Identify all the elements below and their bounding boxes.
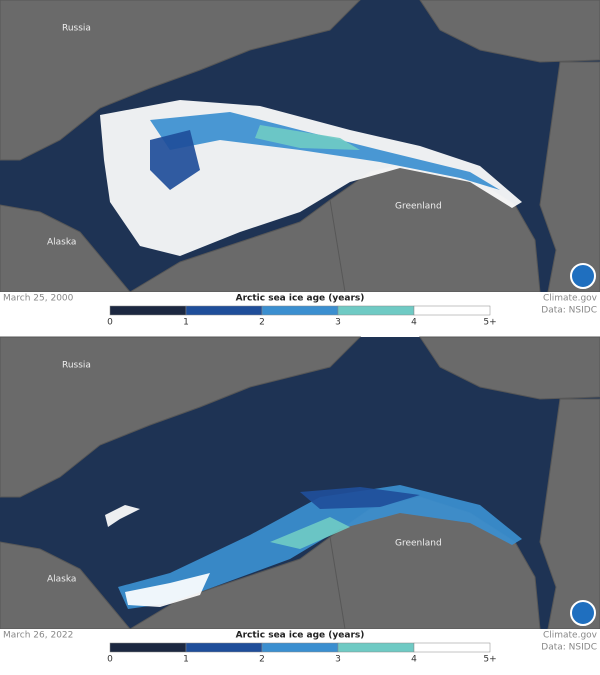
legend-tick: 0 xyxy=(107,318,113,328)
land xyxy=(0,541,132,630)
credit: Climate.gov xyxy=(543,294,598,304)
legend-swatch xyxy=(413,305,491,316)
legend-tick: 0 xyxy=(107,655,113,665)
legend-tick: 1 xyxy=(183,655,189,665)
place-label: Greenland xyxy=(395,539,442,549)
legend-tick: 3 xyxy=(335,318,341,328)
legend-title: Arctic sea ice age (years) xyxy=(236,631,365,641)
land xyxy=(0,0,361,161)
legend-swatch xyxy=(337,305,415,316)
place-label: Russia xyxy=(62,361,91,371)
legend-title: Arctic sea ice age (years) xyxy=(236,294,365,304)
land xyxy=(419,336,600,400)
noaa-logo xyxy=(570,600,596,626)
sea-ice xyxy=(255,125,360,150)
legend-tick: 5+ xyxy=(483,655,496,665)
sea-ice xyxy=(105,505,140,527)
date: March 25, 2000 xyxy=(3,294,74,304)
sea-ice xyxy=(270,517,350,549)
legend-swatch xyxy=(261,642,339,653)
place-label: Alaska xyxy=(47,575,76,585)
sea-ice xyxy=(118,485,522,609)
legend-tick: 5+ xyxy=(483,318,496,328)
legend-swatch xyxy=(185,305,263,316)
legend-tick: 2 xyxy=(259,655,265,665)
map-panel: Russia Alaska Greenland March 25, 2000 Clima… xyxy=(0,0,600,337)
credit: Data: NSIDC xyxy=(541,306,597,316)
legend-swatch xyxy=(261,305,339,316)
sea-ice xyxy=(300,487,420,509)
sea-ice xyxy=(150,112,500,190)
sea-ice xyxy=(150,130,200,190)
land xyxy=(0,204,132,293)
legend-tick: 3 xyxy=(335,655,341,665)
place-label: Russia xyxy=(62,24,91,34)
noaa-logo xyxy=(570,263,596,289)
legend-tick: 4 xyxy=(411,655,417,665)
place-label: Alaska xyxy=(47,238,76,248)
map-panel: Russia Alaska Greenland March 26, 2022 Clima… xyxy=(0,336,600,674)
legend-swatch xyxy=(337,642,415,653)
place-label: Greenland xyxy=(395,202,442,212)
legend-tick: 4 xyxy=(411,318,417,328)
legend-swatch xyxy=(109,305,187,316)
legend-tick: 1 xyxy=(183,318,189,328)
date: March 26, 2022 xyxy=(3,631,73,641)
credit: Climate.gov xyxy=(543,631,598,641)
legend-tick: 2 xyxy=(259,318,265,328)
legend-swatch xyxy=(185,642,263,653)
legend-swatch xyxy=(413,642,491,653)
credit: Data: NSIDC xyxy=(541,643,597,653)
legend-swatch xyxy=(109,642,187,653)
land xyxy=(0,336,362,498)
sea-ice xyxy=(125,573,210,607)
land xyxy=(419,0,600,63)
